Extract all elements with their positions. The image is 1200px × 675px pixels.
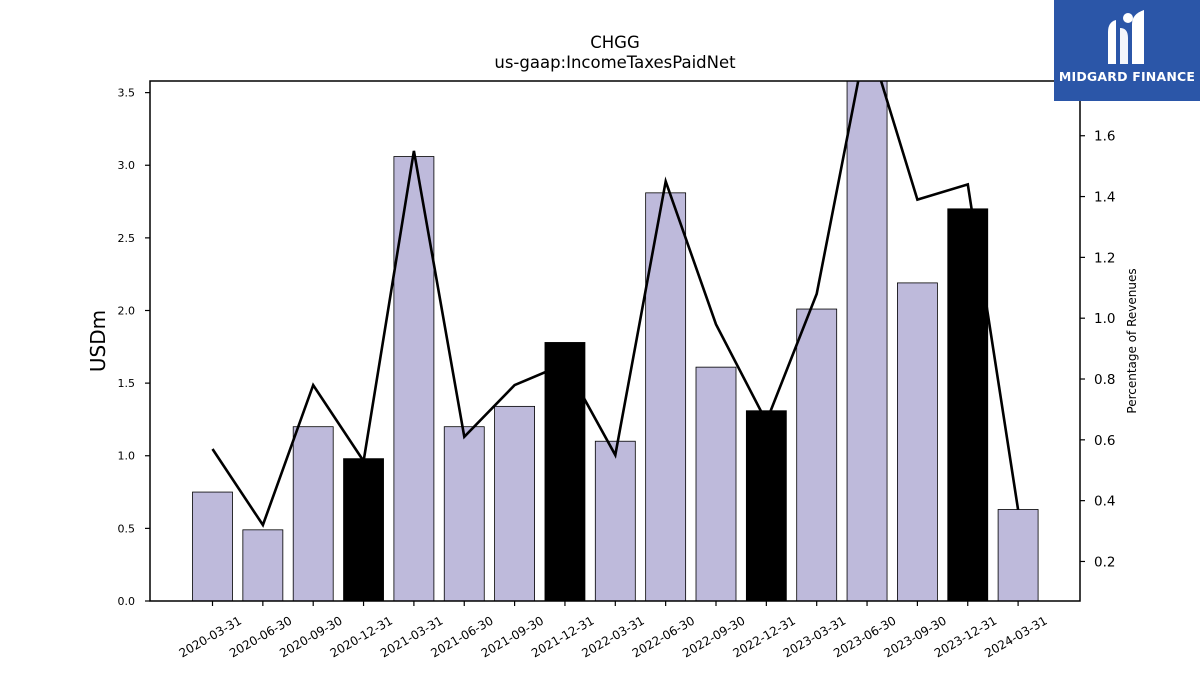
y2-axis: 0.2 0.4 0.6 0.8 1.0 1.2 1.4 1.6 xyxy=(1080,129,1115,570)
bar-2021-06-30 xyxy=(443,426,485,602)
y2-tick-label: 1.2 xyxy=(1094,250,1115,266)
y2-tick-label: 1.4 xyxy=(1094,190,1115,206)
y2-tick-label: 0.2 xyxy=(1094,554,1115,570)
y2-tick-label: 0.4 xyxy=(1094,494,1115,510)
bar-2023-03-31 xyxy=(796,308,838,602)
chart-title: CHGG xyxy=(590,33,640,52)
y-tick-label: 0.0 xyxy=(118,595,136,608)
y2-tick-label: 0.8 xyxy=(1094,372,1115,388)
y-tick-label: 2.5 xyxy=(118,232,136,245)
bar-2024-03-31 xyxy=(997,509,1039,602)
chart-subtitle: us-gaap:IncomeTaxesPaidNet xyxy=(494,53,736,72)
y2-axis-label: Percentage of Revenues xyxy=(1125,268,1139,413)
midgard-logo-icon xyxy=(1108,10,1144,64)
bar-2020-09-30 xyxy=(292,426,334,602)
bar-2022-03-31 xyxy=(594,440,636,602)
y-tick-label: 2.0 xyxy=(118,304,136,317)
bar-2022-12-31 xyxy=(745,410,787,602)
x-axis: 2020-03-312020-06-302020-09-302020-12-31… xyxy=(177,601,1050,660)
bars-layer xyxy=(192,80,1039,602)
bar-2022-09-30 xyxy=(695,366,737,602)
y-axis: 0.0 0.5 1.0 1.5 2.0 2.5 3.0 3.5 xyxy=(118,87,150,608)
bar-2020-12-31 xyxy=(343,458,384,602)
y-axis-label: USDm xyxy=(86,310,110,372)
bar-2021-12-31 xyxy=(544,342,586,602)
y-tick-label: 1.5 xyxy=(118,377,136,390)
y-tick-label: 0.5 xyxy=(118,522,136,535)
bar-2020-03-31 xyxy=(192,491,233,602)
bar-2020-06-30 xyxy=(242,529,284,602)
logo-text: MIDGARD FINANCE xyxy=(1058,69,1196,84)
y-tick-label: 1.0 xyxy=(118,450,136,463)
percentage-line xyxy=(211,81,1020,528)
line-layer xyxy=(211,81,1020,528)
y-tick-label: 3.5 xyxy=(118,87,136,100)
y2-tick-label: 1.0 xyxy=(1094,311,1115,327)
y2-tick-label: 0.6 xyxy=(1094,433,1115,449)
y-tick-label: 3.0 xyxy=(118,159,136,172)
bar-2021-09-30 xyxy=(494,405,536,602)
bar-2023-06-30 xyxy=(846,80,888,602)
y2-tick-label: 1.6 xyxy=(1094,129,1115,145)
bar-2023-09-30 xyxy=(897,282,938,602)
brand-logo: MIDGARD FINANCE xyxy=(1054,0,1200,101)
